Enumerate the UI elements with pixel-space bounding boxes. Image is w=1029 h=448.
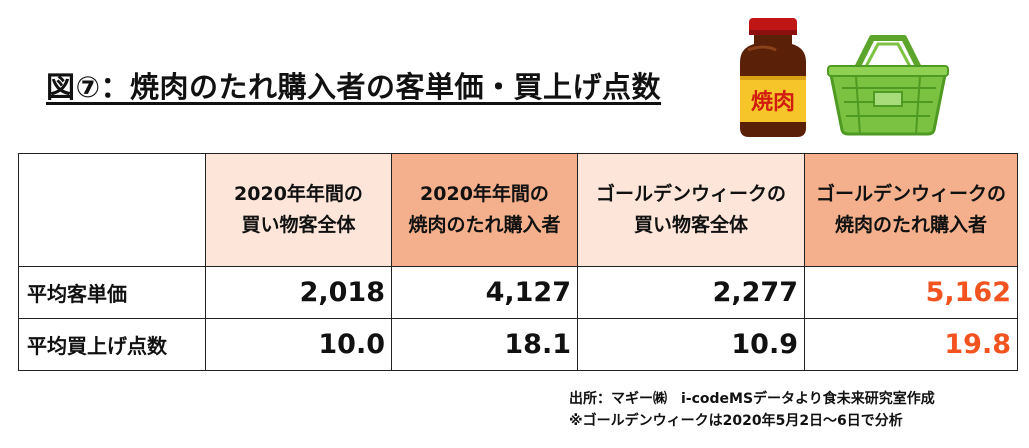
header-row: 2020年年間の 買い物客全体 2020年年間の 焼肉のたれ購入者 ゴールデンウ…	[18, 153, 1018, 267]
header-line: ゴールデンウィークの	[595, 183, 786, 205]
header-cell: 2020年年間の 買い物客全体	[205, 153, 392, 267]
header-line: 2020年年間の	[234, 183, 363, 205]
note-line: ※ゴールデンウィークは2020年5月2日～6日で分析	[569, 413, 903, 429]
row-label: 平均客単価	[18, 266, 206, 319]
table-cell-highlight: 5,162	[804, 266, 1018, 319]
sauce-bottle-icon: 焼肉	[740, 18, 806, 137]
table-cell-highlight: 19.8	[804, 318, 1018, 371]
table-cell: 18.1	[391, 318, 578, 371]
row-label: 平均買上げ点数	[18, 318, 206, 371]
table-cell: 10.0	[205, 318, 392, 371]
header-line: 焼肉のたれ購入者	[408, 214, 561, 236]
header-line: 買い物客全体	[241, 214, 356, 236]
data-table: 2020年年間の 買い物客全体 2020年年間の 焼肉のたれ購入者 ゴールデンウ…	[18, 153, 1018, 371]
shopping-basket-icon	[827, 35, 949, 136]
table-cell: 2,277	[577, 266, 805, 319]
table-cell: 2,018	[205, 266, 392, 319]
header-line: ゴールデンウィークの	[815, 183, 1006, 205]
table-row: 平均客単価 2,018 4,127 2,277 5,162	[18, 266, 1018, 319]
header-line: 買い物客全体	[633, 214, 748, 236]
header-line: 2020年年間の	[420, 183, 549, 205]
source-note: 出所：マギー㈱ i-codeMSデータより食未来研究室作成 ※ゴールデンウィーク…	[569, 388, 935, 432]
header-cell: ゴールデンウィークの 焼肉のたれ購入者	[804, 153, 1018, 267]
page-title: 図⑦：焼肉のたれ購入者の客単価・買上げ点数	[46, 70, 662, 104]
table-row: 平均買上げ点数 10.0 18.1 10.9 19.8	[18, 318, 1018, 371]
header-line: 焼肉のたれ購入者	[834, 214, 987, 236]
bottle-label: 焼肉	[751, 89, 795, 115]
header-cell: ゴールデンウィークの 買い物客全体	[577, 153, 805, 267]
table-cell: 10.9	[577, 318, 805, 371]
table-cell: 4,127	[391, 266, 578, 319]
header-cell: 2020年年間の 焼肉のたれ購入者	[391, 153, 578, 267]
source-line: 出所：マギー㈱ i-codeMSデータより食未来研究室作成	[569, 391, 935, 407]
corner-cell	[18, 153, 206, 267]
